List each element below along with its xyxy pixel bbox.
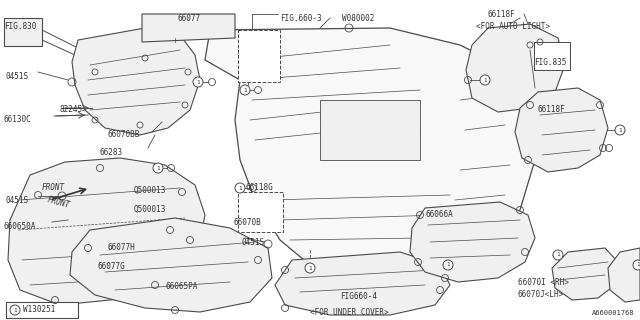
Text: 66070B: 66070B	[234, 218, 262, 227]
Text: 1: 1	[618, 127, 622, 132]
Text: <FOR AUTO LIGHT>: <FOR AUTO LIGHT>	[476, 22, 550, 31]
Text: 66077: 66077	[178, 14, 201, 23]
Text: 0451S: 0451S	[6, 196, 29, 205]
Text: 660650A: 660650A	[4, 222, 36, 231]
Text: 1: 1	[556, 252, 560, 258]
Text: 66077H: 66077H	[108, 243, 136, 252]
Circle shape	[305, 263, 315, 273]
Bar	[238, 192, 283, 232]
Polygon shape	[275, 252, 450, 315]
Text: 66070BB: 66070BB	[108, 130, 140, 139]
Text: 82245: 82245	[60, 105, 83, 114]
Text: 66130C: 66130C	[4, 115, 32, 124]
Text: 66070I <RH>: 66070I <RH>	[518, 278, 569, 287]
Polygon shape	[608, 248, 640, 302]
Text: FIG.835: FIG.835	[534, 58, 566, 67]
Text: 1: 1	[196, 79, 200, 84]
Circle shape	[235, 183, 245, 193]
Text: 1: 1	[483, 77, 487, 83]
Polygon shape	[70, 218, 272, 312]
Text: W130251: W130251	[23, 306, 56, 315]
Circle shape	[10, 305, 20, 315]
Polygon shape	[8, 158, 205, 305]
Text: 66118F: 66118F	[538, 105, 566, 114]
Circle shape	[153, 163, 163, 173]
Text: FIG660-4: FIG660-4	[340, 292, 377, 301]
Polygon shape	[410, 202, 535, 282]
Text: 66070J<LH>: 66070J<LH>	[518, 290, 564, 299]
Text: 1: 1	[636, 262, 640, 268]
Text: FIG.660-3: FIG.660-3	[280, 14, 322, 23]
Text: 66066A: 66066A	[426, 210, 454, 219]
Circle shape	[615, 125, 625, 135]
Text: 66077G: 66077G	[98, 262, 125, 271]
Text: FRONT: FRONT	[46, 195, 70, 210]
Polygon shape	[552, 248, 618, 300]
Text: W080002: W080002	[342, 14, 374, 23]
Polygon shape	[240, 32, 278, 60]
Text: 66065PA: 66065PA	[165, 282, 197, 291]
Polygon shape	[240, 195, 280, 228]
Text: 66118G: 66118G	[245, 183, 273, 192]
Bar	[320, 100, 420, 160]
Bar	[238, 30, 280, 82]
Bar	[4, 18, 42, 46]
Text: FIG.830: FIG.830	[4, 22, 36, 31]
Text: 1: 1	[13, 308, 17, 313]
Circle shape	[443, 260, 453, 270]
Circle shape	[240, 85, 250, 95]
Text: 0451S: 0451S	[242, 238, 265, 247]
Text: 1: 1	[446, 262, 450, 268]
Bar	[534, 42, 570, 70]
Polygon shape	[72, 28, 200, 135]
Text: 1: 1	[156, 165, 160, 171]
Text: A660001768: A660001768	[591, 310, 634, 316]
Text: 0451S: 0451S	[6, 72, 29, 81]
Text: 1: 1	[308, 266, 312, 270]
Text: 66118F: 66118F	[488, 10, 516, 19]
Circle shape	[553, 250, 563, 260]
Text: 66283: 66283	[100, 148, 123, 157]
Polygon shape	[515, 88, 608, 172]
Text: 1: 1	[243, 87, 247, 92]
Circle shape	[193, 77, 203, 87]
Bar	[6, 302, 78, 318]
Text: 1: 1	[238, 186, 242, 190]
Text: Q500013: Q500013	[134, 205, 166, 214]
Circle shape	[633, 260, 640, 270]
Text: Q500013: Q500013	[134, 186, 166, 195]
Polygon shape	[142, 14, 235, 42]
Circle shape	[480, 75, 490, 85]
Polygon shape	[466, 24, 565, 112]
Text: FRONT: FRONT	[42, 183, 65, 192]
Polygon shape	[205, 28, 535, 285]
Text: <FOR UNDER COVER>: <FOR UNDER COVER>	[310, 308, 388, 317]
